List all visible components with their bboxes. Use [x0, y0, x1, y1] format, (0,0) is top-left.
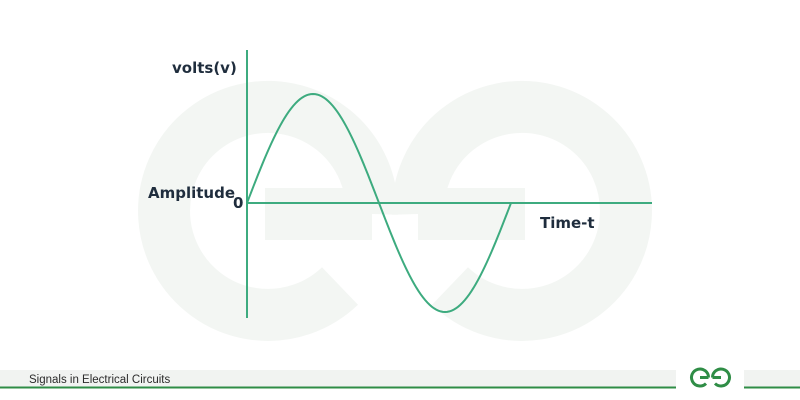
x-axis-label: Time-t	[540, 214, 595, 232]
origin-label: 0	[233, 194, 243, 212]
footer-caption: Signals in Electrical Circuits	[29, 374, 170, 386]
logo-background	[676, 362, 744, 396]
y-axis-label: volts(v)	[172, 59, 237, 77]
footer-bar	[0, 370, 800, 388]
sine-wave-curve	[246, 92, 512, 314]
geeksforgeeks-logo-icon	[690, 367, 731, 388]
amplitude-label: Amplitude	[148, 184, 235, 202]
